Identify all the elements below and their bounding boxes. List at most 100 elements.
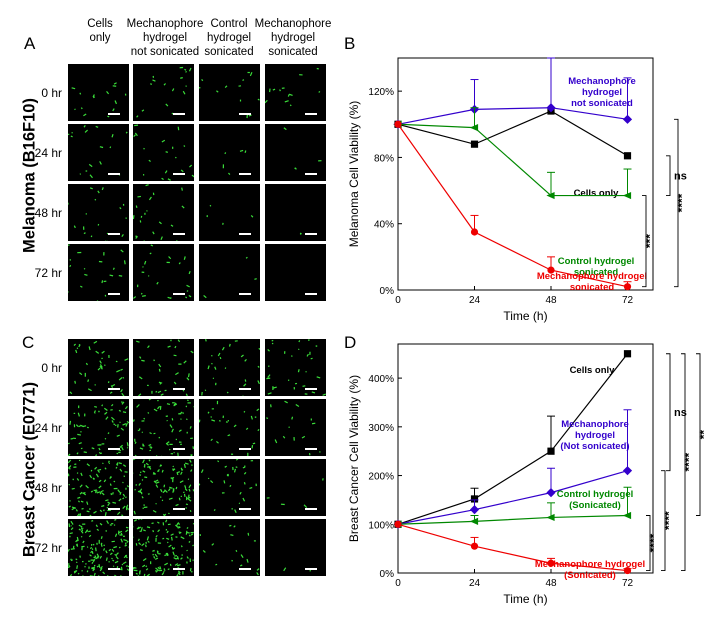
significance-bracket	[681, 353, 686, 572]
scale-bar	[173, 233, 185, 235]
marker-circle	[623, 566, 632, 575]
microscopy-tile	[133, 244, 194, 301]
series-label: Cells only	[574, 188, 620, 199]
microscopy-tile	[265, 64, 326, 121]
microscopy-tile	[133, 459, 194, 516]
series-label-line: Control hydrogel	[558, 256, 635, 267]
microscopy-tile	[133, 184, 194, 241]
x-tick-label: 72	[622, 578, 634, 589]
scale-bar	[173, 448, 185, 450]
panel-letter-b: B	[344, 34, 356, 53]
series-label-line: Cells only	[574, 188, 620, 199]
row-label: 48 hr	[34, 480, 62, 495]
marker-square	[470, 495, 479, 503]
marker-diamond	[546, 488, 556, 498]
column-header: Mechanophore hydrogel sonicated	[254, 18, 332, 58]
marker-triangle	[622, 511, 632, 520]
series-label: Control hydrogel sonicated	[558, 256, 635, 278]
marker-circle	[547, 266, 555, 274]
significance-label: **	[697, 430, 704, 440]
marker-triangle	[469, 517, 479, 525]
scale-bar	[173, 293, 185, 295]
series-line	[397, 523, 628, 572]
scale-bar	[305, 568, 317, 570]
y-tick-label: 0%	[380, 286, 395, 297]
column-header: Control hydrogel sonicated	[204, 18, 254, 58]
significance-bracket	[674, 118, 679, 288]
microscopy-tile	[199, 184, 260, 241]
marker-circle	[547, 559, 555, 567]
x-tick-label: 0	[395, 578, 401, 589]
scale-bar	[108, 293, 120, 295]
microscopy-tile	[133, 399, 194, 456]
significance-label: ****	[675, 193, 689, 212]
microscopy-tile	[68, 399, 129, 456]
scale-bar	[108, 508, 120, 510]
x-axis-label: Time (h)	[503, 309, 547, 323]
y-tick-label: 40%	[374, 220, 394, 231]
x-tick-label: 72	[622, 295, 634, 306]
marker-circle	[394, 120, 402, 128]
series-label: Mechanophore hydrogel not sonicated	[568, 76, 636, 109]
plot-frame	[397, 57, 654, 291]
significance-label: ***	[643, 234, 657, 248]
series-label-line: hydrogel	[575, 430, 615, 441]
significance-bracket	[642, 195, 647, 288]
scale-bar	[108, 113, 120, 115]
series-label: Mechanophore hydrogel (Sonicated)	[535, 559, 645, 581]
x-tick-label: 48	[545, 295, 557, 306]
series-line	[397, 110, 628, 157]
x-tick-label: 48	[545, 578, 557, 589]
microscopy-tile	[68, 519, 129, 576]
scale-bar	[108, 173, 120, 175]
microscopy-tile	[265, 184, 326, 241]
microscopy-tile	[265, 339, 326, 396]
microscopy-tile	[133, 519, 194, 576]
marker-diamond	[469, 505, 480, 515]
microscopy-tile	[68, 184, 129, 241]
microscopy-tile	[68, 339, 129, 396]
significance-label: ****	[647, 533, 661, 552]
y-axis-label: Breast Cancer Cell Viability (%)	[347, 375, 361, 542]
y-tick-label: 0%	[380, 569, 395, 580]
microscopy-tile	[265, 519, 326, 576]
marker-circle	[394, 520, 402, 528]
scale-bar	[305, 293, 317, 295]
series-label: Cells only	[570, 365, 616, 376]
row-label: 24 hr	[34, 420, 62, 435]
x-tick-label: 24	[469, 295, 481, 306]
chart-breast-cancer-viability: 0% 100% 200% 300% 400% 0 24 48 72 Time (h) Breast …	[347, 343, 704, 606]
column-header: Cells only	[87, 18, 113, 44]
chart-melanoma-viability: 0% 40% 80% 120% 0 24 48 72 Time (h) Melanoma Cell…	[347, 57, 689, 323]
series-label-line: not sonicated	[571, 98, 633, 109]
scale-bar	[108, 233, 120, 235]
series-label-line: Mechanophore hydrogel	[537, 271, 647, 282]
series-label-line: Mechanophore	[568, 76, 636, 87]
y-tick-label: 80%	[374, 153, 394, 164]
microscopy-tile	[68, 124, 129, 181]
series-line	[397, 514, 628, 525]
series-label-line: sonicated	[574, 267, 619, 278]
panel-letter-d: D	[344, 333, 357, 352]
plot-frame	[397, 343, 654, 574]
panel-letter-c: C	[22, 333, 35, 352]
microscopy-tile	[199, 459, 260, 516]
series-label: Mechanophore hydrogel (Not sonicated)	[560, 419, 629, 452]
scale-bar	[239, 508, 251, 510]
marker-circle	[470, 228, 479, 236]
scale-bar	[305, 113, 317, 115]
scale-bar	[108, 448, 120, 450]
y-axis-label: Melanoma Cell Viability (%)	[347, 101, 361, 248]
scale-bar	[173, 568, 185, 570]
series-line	[397, 107, 628, 125]
x-axis-label: Time (h)	[503, 592, 547, 606]
marker-triangle	[546, 513, 555, 522]
significance-label: ****	[682, 452, 696, 471]
scale-bar	[173, 508, 185, 510]
microscopy-tile	[265, 399, 326, 456]
microscopy-tile	[265, 459, 326, 516]
microscopy-tile	[265, 124, 326, 181]
series-label: Control hydrogel (Sonicated)	[557, 489, 634, 511]
x-tick-label: 0	[395, 295, 401, 306]
panel-letter-a: A	[24, 34, 36, 53]
